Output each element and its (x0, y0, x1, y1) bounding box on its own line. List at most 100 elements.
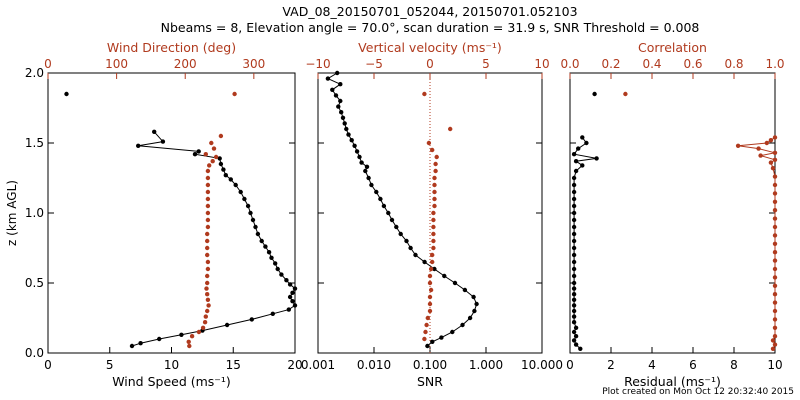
wind-data-point (253, 224, 258, 230)
residual-data-point (772, 300, 778, 305)
snr-data-point (369, 182, 374, 188)
snr-data-point (408, 245, 413, 251)
snr-data-point (374, 189, 379, 195)
top-axis-label: Correlation (638, 40, 707, 55)
wind-data-point (192, 152, 198, 157)
residual-data-point (571, 238, 577, 244)
wind-data-point (205, 182, 211, 188)
wind-data-point (203, 314, 208, 319)
x-tick-label: 0.001 (301, 358, 335, 372)
snr-data-point (325, 76, 331, 81)
wind-data-point (136, 143, 141, 148)
snr-data-point (431, 231, 436, 237)
residual-data-point (756, 146, 761, 151)
wind-data-point (205, 203, 211, 209)
residual-data-point (735, 143, 741, 148)
top-tick-label: 0 (44, 57, 52, 71)
snr-data-point (413, 252, 418, 258)
wind-data-point (205, 266, 211, 272)
x-tick-label: 0 (44, 358, 52, 372)
snr-data-point (425, 315, 430, 321)
wind-data-point (290, 290, 295, 295)
snr-data-point (363, 168, 368, 174)
wind-data-point (259, 238, 264, 244)
wind-data-point (205, 308, 210, 314)
x-tick-label: 6 (689, 358, 697, 372)
x-tick-label: 4 (648, 358, 656, 372)
snr-data-point (354, 149, 360, 154)
snr-data-point (346, 132, 351, 137)
residual-data-point (571, 189, 577, 195)
wind-data-point (196, 329, 202, 335)
snr-data-point (430, 339, 435, 344)
snr-data-point (428, 266, 434, 272)
wind-series-line (131, 131, 296, 347)
residual-data-point (573, 159, 579, 164)
residual-data-point (772, 292, 778, 297)
residual-data-point (573, 325, 579, 330)
snr-data-point (474, 301, 479, 307)
snr-data-point (432, 203, 437, 209)
snr-data-point (422, 91, 427, 97)
top-tick-label: 0.0 (560, 57, 579, 71)
residual-data-point (571, 338, 577, 343)
wind-data-point (200, 325, 206, 330)
wind-data-point (202, 320, 208, 325)
residual-data-point (772, 199, 778, 204)
top-tick-label: 10 (534, 57, 549, 71)
residual-data-point (571, 217, 577, 223)
y-tick-label: 0.5 (25, 276, 44, 290)
residual-data-point (772, 157, 778, 162)
wind-data-point (279, 272, 284, 277)
snr-data-point (433, 161, 438, 167)
wind-data-point (242, 196, 247, 202)
wind-data-point (205, 238, 210, 244)
x-tick-label: 1.000 (469, 358, 503, 372)
snr-data-point (462, 287, 468, 293)
x-tick-label: 20 (287, 358, 302, 372)
wind-data-point (203, 152, 208, 157)
top-axis-label: Vertical velocity (ms⁻¹) (358, 40, 502, 55)
x-tick-label: 10.000 (521, 358, 563, 372)
residual-data-point (573, 168, 579, 174)
snr-data-point (422, 336, 427, 342)
x-tick-label: 2 (607, 358, 615, 372)
residual-data-point (571, 203, 577, 209)
wind-data-point (249, 317, 254, 322)
snr-data-point (431, 217, 436, 223)
wind-data-point (64, 91, 69, 97)
residual-data-point (571, 252, 577, 258)
wind-data-point (205, 292, 210, 297)
x-tick-label: 0.010 (357, 358, 391, 372)
x-axis-label: Residual (ms⁻¹) (624, 374, 721, 389)
residual-data-point (573, 342, 579, 347)
wind-data-point (205, 189, 211, 195)
wind-data-point (213, 154, 219, 160)
wind-data-point (255, 231, 261, 237)
x-tick-label: 0.100 (413, 358, 447, 372)
wind-data-point (205, 273, 210, 279)
wind-data-point (179, 332, 184, 337)
plot-footer: Plot created on Mon Oct 12 20:32:40 2015 (602, 387, 794, 397)
residual-data-point (770, 166, 776, 171)
snr-data-point (359, 160, 364, 165)
snr-data-point (442, 273, 447, 279)
top-tick-label: 1.0 (765, 57, 784, 71)
residual-data-point (772, 150, 778, 155)
snr-data-point (427, 294, 433, 300)
residual-data-point (772, 317, 778, 322)
residual-data-point (576, 146, 581, 151)
snr-data-point (381, 203, 387, 209)
wind-data-point (273, 261, 278, 266)
wind-data-point (186, 339, 191, 344)
wind-data-point (290, 299, 295, 304)
residual-data-point (623, 91, 628, 97)
snr-data-point (431, 210, 436, 216)
wind-data-point (205, 231, 210, 237)
wind-data-point (224, 322, 230, 328)
x-axis-label: Wind Speed (ms⁻¹) (112, 374, 231, 389)
y-tick-label: 1.0 (25, 206, 44, 220)
wind-data-point (187, 343, 192, 349)
residual-data-point (571, 297, 577, 302)
